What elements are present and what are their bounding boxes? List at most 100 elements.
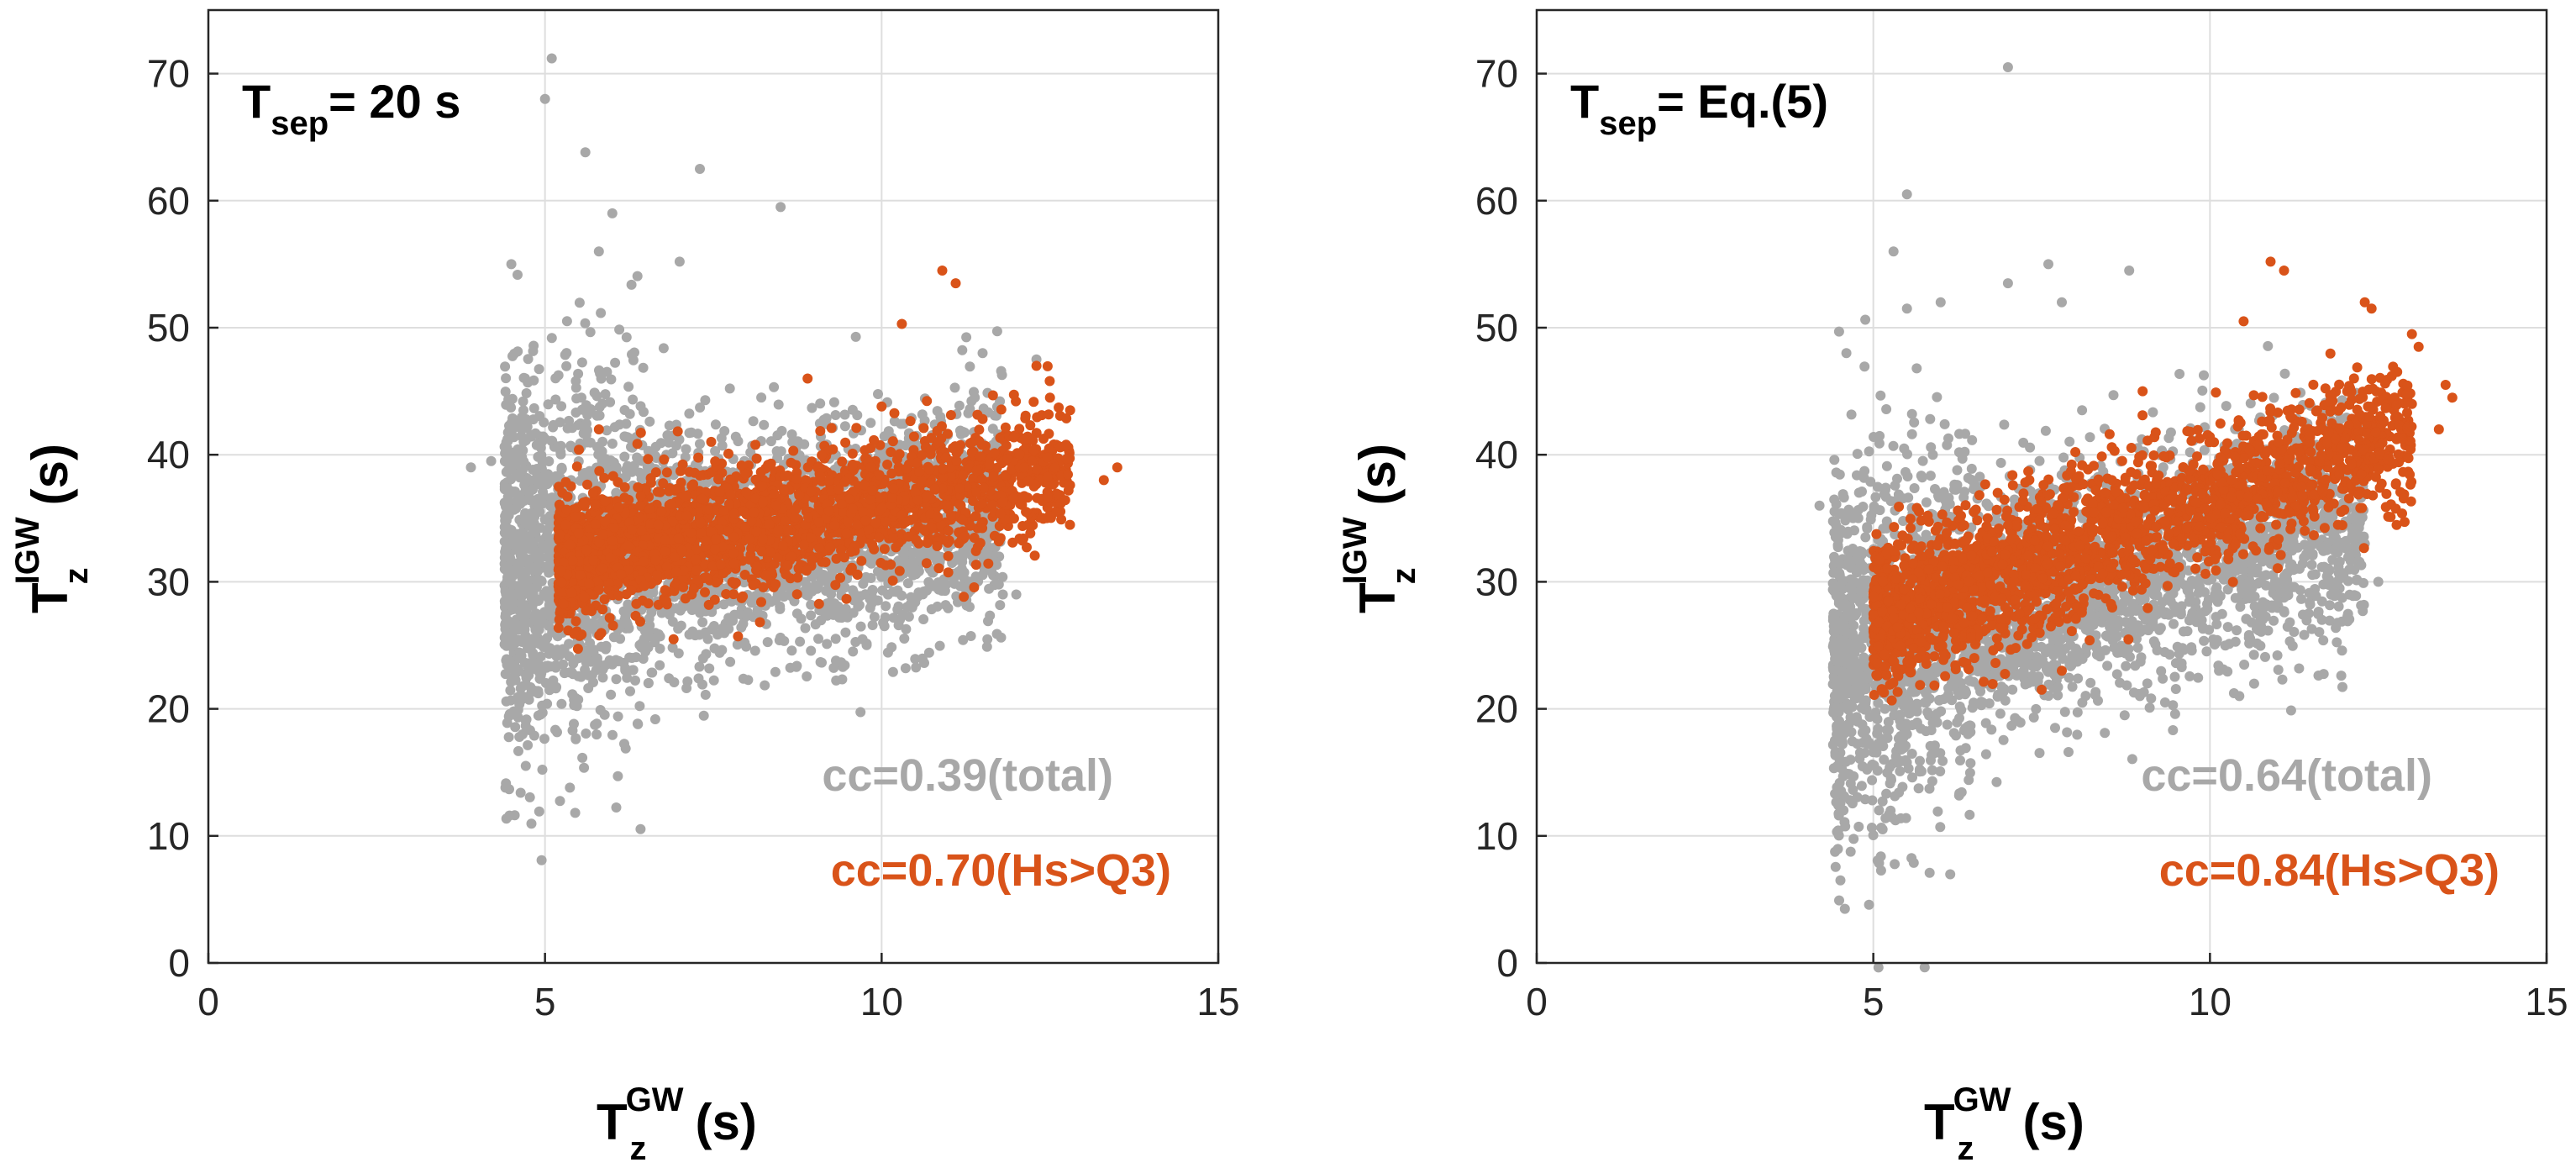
left-total-point bbox=[593, 450, 604, 460]
left-hs-gt-q3-point bbox=[764, 519, 775, 529]
left-points bbox=[465, 53, 1122, 865]
left-total-point bbox=[621, 418, 632, 429]
left-total-point bbox=[591, 410, 602, 421]
left-total-point bbox=[528, 730, 539, 741]
left-total-point bbox=[514, 732, 525, 742]
left-total-point bbox=[840, 627, 851, 638]
left-total-point bbox=[655, 660, 665, 671]
left-total-point bbox=[591, 391, 602, 402]
left-total-point bbox=[629, 347, 639, 358]
left-total-point bbox=[523, 692, 534, 702]
left-total-point bbox=[539, 456, 549, 466]
left-total-point bbox=[510, 675, 521, 686]
left-total-point bbox=[537, 436, 548, 447]
left-total-point bbox=[725, 656, 736, 667]
left-total-point bbox=[505, 685, 516, 696]
left-total-point bbox=[581, 729, 591, 739]
left-total-point bbox=[530, 624, 541, 635]
left-total-point bbox=[528, 537, 539, 548]
left-hs-gt-q3-point bbox=[856, 555, 867, 566]
left-total-point bbox=[806, 599, 817, 610]
left-hs-gt-q3-point bbox=[1065, 519, 1075, 530]
left-total-point bbox=[695, 439, 705, 450]
left-total-point bbox=[958, 634, 969, 645]
left-total-point bbox=[574, 297, 585, 308]
left-total-point bbox=[570, 807, 581, 818]
left-hs-gt-q3-point bbox=[1025, 528, 1036, 539]
left-total-point bbox=[873, 389, 883, 399]
left-hs-gt-q3-point bbox=[943, 550, 954, 561]
left-hs-gt-q3-point bbox=[714, 487, 725, 497]
left-total-point bbox=[599, 709, 610, 720]
left-total-point bbox=[933, 577, 944, 588]
left-total-point bbox=[965, 403, 975, 414]
left-total-point bbox=[806, 610, 817, 621]
left-total-point bbox=[585, 327, 596, 338]
left-total-point bbox=[773, 399, 784, 410]
left-total-point bbox=[525, 431, 536, 442]
left-total-point bbox=[607, 729, 618, 740]
left-hs-gt-q3-point bbox=[887, 436, 898, 447]
left-total-point bbox=[555, 446, 566, 457]
left-hs-gt-q3-point bbox=[570, 616, 581, 627]
left-total-point bbox=[521, 679, 531, 690]
left-hs-gt-q3-point bbox=[751, 453, 762, 464]
left-total-point bbox=[520, 602, 531, 613]
left-hs-gt-q3-point bbox=[700, 586, 710, 597]
left-total-point bbox=[502, 443, 513, 454]
left-total-point bbox=[607, 208, 618, 218]
left-total-point bbox=[681, 683, 692, 693]
left-total-point bbox=[525, 475, 536, 486]
left-total-point bbox=[611, 802, 622, 813]
left-total-point bbox=[528, 650, 539, 660]
left-total-point bbox=[520, 760, 531, 771]
left-total-point bbox=[867, 585, 878, 595]
left-total-point bbox=[932, 601, 943, 612]
left-total-point bbox=[724, 383, 735, 394]
left-total-point bbox=[984, 583, 995, 594]
left-total-point bbox=[513, 444, 523, 455]
left-total-point bbox=[855, 707, 866, 718]
left-total-point bbox=[556, 464, 567, 474]
left-total-point bbox=[917, 409, 928, 420]
left-hs-gt-q3-point bbox=[631, 598, 642, 609]
left-total-point bbox=[543, 399, 554, 410]
left-total-point bbox=[965, 631, 976, 641]
left-total-point bbox=[622, 672, 633, 683]
left-total-point bbox=[956, 563, 967, 574]
left-total-point bbox=[513, 712, 523, 723]
left-hs-gt-q3-point bbox=[987, 390, 998, 401]
left-hs-gt-q3-point bbox=[781, 569, 791, 580]
left-total-point bbox=[867, 620, 878, 630]
left-total-point bbox=[991, 326, 1002, 337]
left-total-point bbox=[513, 270, 523, 280]
left-hs-gt-q3-point bbox=[626, 585, 637, 596]
left-total-point bbox=[525, 589, 536, 600]
left-total-point bbox=[850, 637, 861, 647]
left-total-point bbox=[523, 739, 534, 750]
left-total-point bbox=[591, 653, 602, 664]
left-total-point bbox=[612, 711, 623, 722]
left-total-point bbox=[791, 661, 802, 672]
left-total-point bbox=[576, 404, 587, 415]
left-total-point bbox=[671, 440, 681, 451]
left-total-point bbox=[624, 652, 635, 663]
left-total-point bbox=[502, 563, 512, 574]
left-total-point bbox=[655, 644, 665, 654]
left-hs-gt-q3-point bbox=[918, 423, 929, 434]
left-total-point bbox=[555, 796, 565, 807]
left-total-point bbox=[515, 787, 526, 798]
left-total-point bbox=[618, 606, 629, 617]
left-hs-gt-q3-point bbox=[983, 558, 994, 569]
left-hs-gt-q3-point bbox=[894, 449, 905, 460]
left-total-point bbox=[519, 657, 530, 668]
left-total-point bbox=[600, 389, 611, 400]
left-total-point bbox=[829, 598, 840, 609]
left-total-point bbox=[961, 600, 972, 611]
left-hs-gt-q3-point bbox=[594, 630, 605, 641]
left-total-point bbox=[900, 556, 911, 567]
left-total-point bbox=[940, 600, 951, 611]
left-total-point bbox=[524, 792, 535, 802]
left-total-point bbox=[576, 392, 586, 403]
